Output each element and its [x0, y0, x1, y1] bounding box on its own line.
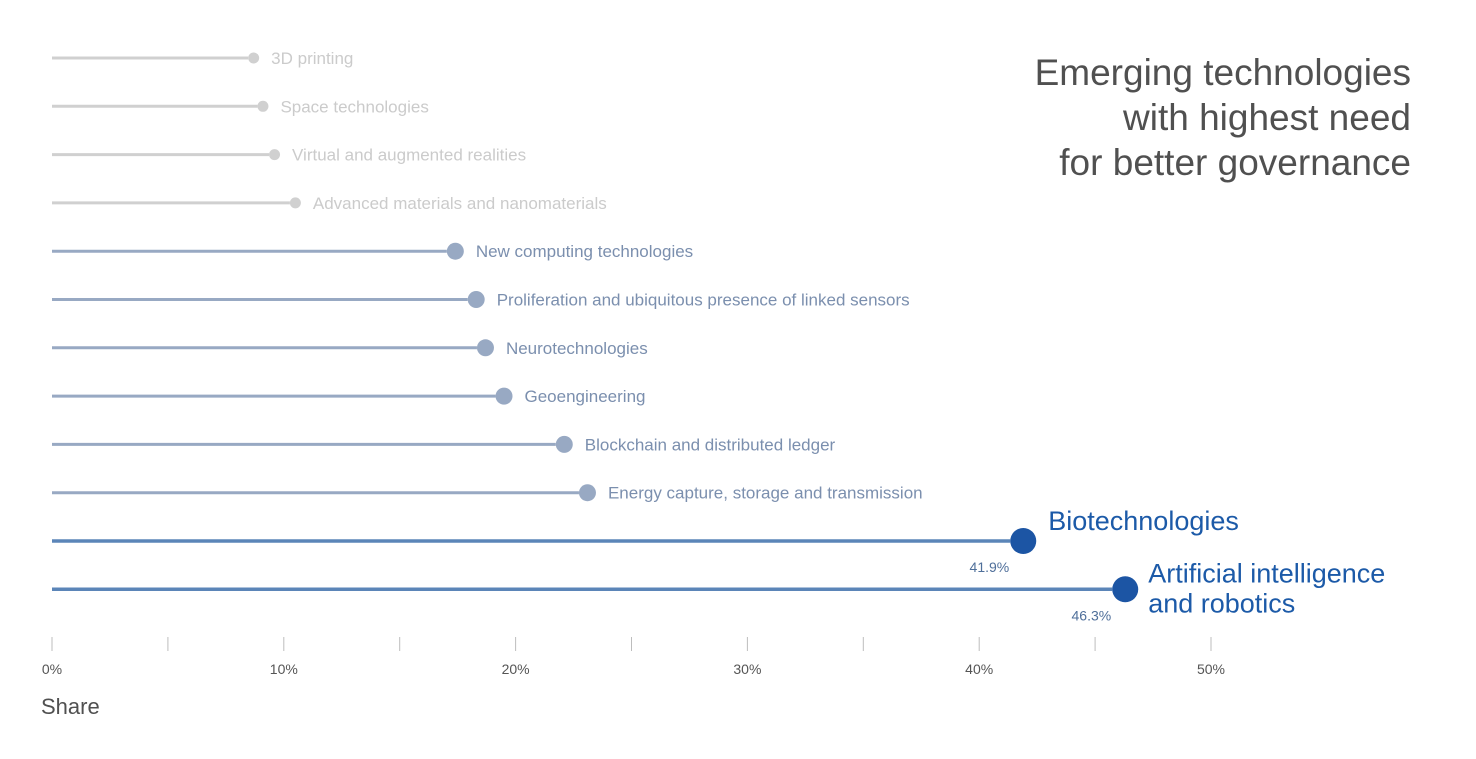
lollipop-row: Biotechnologies 41.9%	[52, 506, 1239, 575]
category-label: Virtual and augmented realities	[292, 146, 526, 165]
lollipop-row: Neurotechnologies	[52, 339, 648, 358]
category-label: New computing technologies	[476, 242, 693, 261]
x-tick-label: 50%	[1197, 661, 1225, 677]
x-axis-label: Share	[41, 694, 100, 719]
lollipop-dot	[1010, 528, 1037, 554]
lollipop-dot	[446, 242, 464, 260]
lollipop-dot	[555, 435, 573, 453]
chart-title-line-1: Emerging technologies	[1034, 52, 1411, 93]
category-label: and robotics	[1148, 588, 1295, 618]
lollipop-row: Blockchain and distributed ledger	[52, 435, 836, 454]
lollipop-row: Advanced materials and nanomaterials	[52, 194, 607, 213]
category-label: 3D printing	[271, 49, 353, 68]
category-label: Neurotechnologies	[506, 339, 648, 358]
chart-rows: 3D printing Space technologies Virtual and…	[52, 49, 1385, 623]
x-tick-label: 10%	[270, 661, 298, 677]
lollipop-row: Virtual and augmented realities	[52, 146, 526, 165]
lollipop-row: Energy capture, storage and transmission	[52, 484, 923, 503]
category-label: Space technologies	[280, 97, 428, 116]
lollipop-dot	[1112, 576, 1139, 603]
category-label: Geoengineering	[525, 387, 646, 406]
lollipop-dot	[467, 291, 485, 308]
x-tick-label: 0%	[42, 661, 62, 677]
x-axis: 0% 10% 20% 30% 40% 50%	[42, 637, 1225, 677]
category-label: Energy capture, storage and transmission	[608, 484, 923, 503]
lollipop-row: Geoengineering	[52, 387, 645, 406]
x-tick-label: 20%	[502, 661, 530, 677]
lollipop-row: Proliferation and ubiquitous presence of…	[52, 291, 910, 310]
lollipop-row: New computing technologies	[52, 242, 693, 261]
lollipop-dot	[269, 149, 281, 161]
category-label: Biotechnologies	[1048, 506, 1239, 536]
lollipop-dot	[248, 52, 260, 64]
x-tick-label: 30%	[733, 661, 761, 677]
category-label: Blockchain and distributed ledger	[585, 435, 836, 454]
value-label: 41.9%	[970, 559, 1010, 575]
category-label: Advanced materials and nanomaterials	[313, 194, 607, 213]
lollipop-dot	[476, 339, 494, 357]
lollipop-dot	[289, 197, 301, 209]
category-label: Artificial intelligence	[1148, 558, 1385, 588]
chart-title-line-3: for better governance	[1059, 142, 1411, 183]
lollipop-dot	[257, 100, 269, 112]
lollipop-row: Space technologies	[52, 97, 429, 116]
x-tick-label: 40%	[965, 661, 993, 677]
chart-title-line-2: with highest need	[1123, 97, 1411, 138]
value-label: 46.3%	[1072, 607, 1112, 623]
lollipop-row: 3D printing	[52, 49, 353, 68]
lollipop-dot	[578, 484, 596, 502]
category-label: Proliferation and ubiquitous presence of…	[497, 291, 910, 310]
chart-title: Emerging technologies with highest need …	[851, 50, 1411, 185]
lollipop-dot	[495, 387, 513, 405]
